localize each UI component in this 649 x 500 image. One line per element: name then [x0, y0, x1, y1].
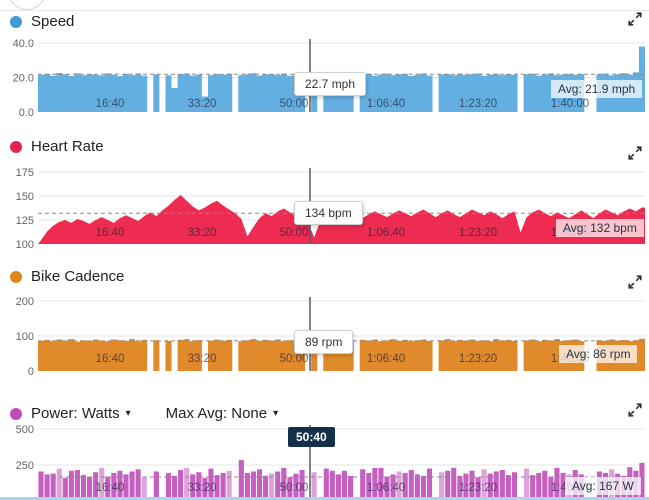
svg-text:125: 125 [16, 215, 34, 227]
power-chart-header: Power: Watts ▾ Max Avg: None ▾ [10, 405, 278, 422]
svg-text:1:06:40: 1:06:40 [367, 353, 405, 365]
speed-avg-badge: Avg: 21.9 mph [551, 80, 643, 98]
svg-text:33:20: 33:20 [188, 482, 217, 494]
svg-text:16:40: 16:40 [96, 227, 125, 239]
power-cursor-time-tooltip: 50:40 [288, 427, 335, 447]
heart-rate-series-dot [10, 140, 22, 153]
svg-text:33:20: 33:20 [188, 353, 217, 365]
power-metric-dropdown[interactable]: Power: Watts ▾ [31, 405, 131, 422]
svg-text:1:23:20: 1:23:20 [459, 227, 497, 239]
expand-icon[interactable] [626, 274, 644, 292]
svg-text:1:06:40: 1:06:40 [367, 482, 405, 494]
svg-text:1:23:20: 1:23:20 [459, 353, 497, 365]
expand-icon[interactable] [626, 11, 644, 29]
svg-text:150: 150 [16, 191, 34, 203]
max-avg-label: Max Avg: None [165, 405, 268, 422]
chevron-down-icon: ▾ [125, 408, 131, 419]
expand-icon[interactable] [626, 402, 644, 420]
cadence-tooltip: 89 rpm [294, 330, 354, 354]
svg-text:40.0: 40.0 [13, 38, 34, 50]
svg-text:33:20: 33:20 [188, 98, 217, 110]
svg-text:100: 100 [16, 239, 34, 250]
heart-rate-chart-title: Heart Rate [31, 138, 104, 155]
svg-text:0.0: 0.0 [19, 107, 34, 116]
power-avg-badge: Avg: 167 W [565, 477, 641, 495]
heart-rate-tooltip: 134 bpm [294, 201, 363, 225]
svg-text:16:40: 16:40 [96, 98, 125, 110]
cadence-series-dot [10, 270, 22, 283]
cadence-chart-header: Bike Cadence [10, 268, 124, 285]
svg-text:50:00: 50:00 [280, 353, 309, 365]
svg-text:50:00: 50:00 [280, 98, 309, 110]
speed-series-dot [10, 15, 22, 28]
svg-text:1:40:00: 1:40:00 [551, 98, 589, 110]
power-metric-label: Power: Watts [31, 405, 120, 422]
svg-text:0: 0 [28, 366, 34, 378]
chevron-down-icon: ▾ [273, 408, 279, 419]
heart-rate-chart-header: Heart Rate [10, 138, 104, 155]
svg-text:100: 100 [16, 331, 34, 343]
svg-text:50:00: 50:00 [280, 482, 309, 494]
power-series-dot [10, 407, 22, 420]
svg-text:33:20: 33:20 [188, 227, 217, 239]
svg-text:50:00: 50:00 [280, 227, 309, 239]
speed-chart-title: Speed [31, 13, 75, 30]
svg-text:1:06:40: 1:06:40 [367, 227, 405, 239]
bottom-divider [0, 497, 649, 500]
speed-chart-header: Speed [10, 13, 74, 30]
scroll-top-button[interactable] [8, 0, 46, 10]
svg-text:175: 175 [16, 167, 34, 179]
svg-text:200: 200 [16, 296, 34, 308]
speed-tooltip: 22.7 mph [294, 72, 367, 96]
svg-text:16:40: 16:40 [96, 482, 125, 494]
top-divider [0, 10, 649, 11]
svg-text:1:23:20: 1:23:20 [459, 98, 497, 110]
expand-icon[interactable] [626, 145, 644, 163]
svg-text:1:06:40: 1:06:40 [367, 98, 405, 110]
heart-rate-avg-badge: Avg: 132 bpm [556, 219, 644, 237]
max-avg-dropdown[interactable]: Max Avg: None ▾ [166, 405, 278, 422]
cadence-avg-badge: Avg: 86 rpm [559, 345, 638, 363]
svg-text:20.0: 20.0 [13, 73, 34, 85]
cadence-chart-title: Bike Cadence [31, 268, 125, 285]
svg-text:250: 250 [16, 460, 34, 472]
svg-text:1:23:20: 1:23:20 [459, 482, 497, 494]
svg-text:16:40: 16:40 [96, 353, 125, 365]
svg-text:500: 500 [16, 424, 34, 436]
